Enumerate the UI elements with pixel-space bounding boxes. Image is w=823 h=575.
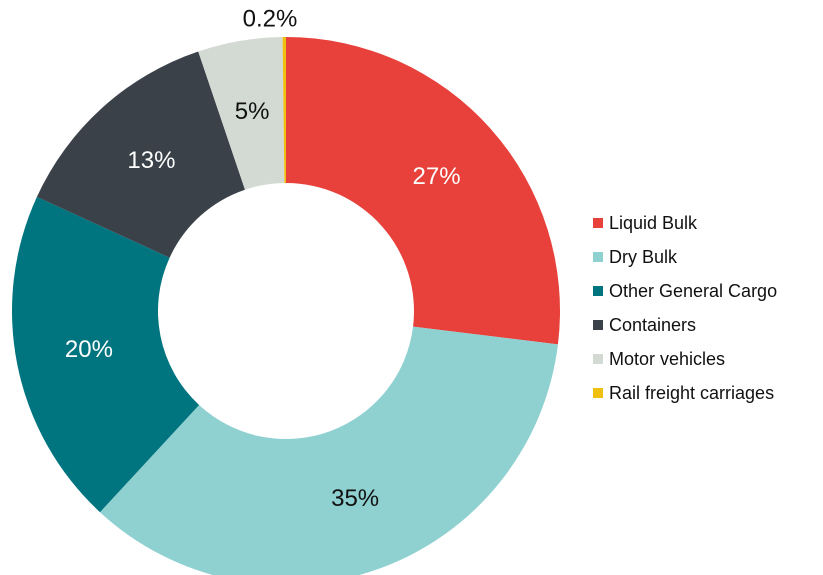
slice-label: 0.2% xyxy=(243,5,298,32)
slice-label: 13% xyxy=(127,147,175,174)
legend-label: Liquid Bulk xyxy=(609,213,698,233)
legend-label: Dry Bulk xyxy=(609,247,678,267)
donut-slice xyxy=(198,37,285,190)
donut-slice xyxy=(282,37,286,184)
donut-slice xyxy=(11,196,200,513)
legend-swatch xyxy=(593,252,603,262)
donut-slice xyxy=(99,326,558,575)
legend-swatch xyxy=(593,320,603,330)
slice-label: 5% xyxy=(235,98,270,125)
legend-label: Containers xyxy=(609,315,696,335)
legend-swatch xyxy=(593,218,603,228)
legend-label: Motor vehicles xyxy=(609,349,725,369)
legend-swatch xyxy=(593,286,603,296)
slice-label: 20% xyxy=(65,336,113,363)
legend-swatch xyxy=(593,354,603,364)
slice-label: 27% xyxy=(413,163,461,190)
legend-swatch xyxy=(593,388,603,398)
donut-slice xyxy=(36,51,245,258)
legend-label: Other General Cargo xyxy=(609,281,777,301)
slice-label: 35% xyxy=(331,485,379,512)
donut-slice xyxy=(286,37,560,345)
legend-label: Rail freight carriages xyxy=(609,383,774,403)
